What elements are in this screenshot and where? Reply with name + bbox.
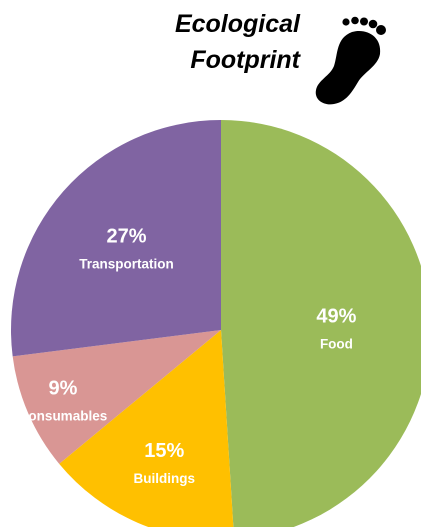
pie-slice-transportation	[10, 120, 221, 357]
pie-slice-consumables	[12, 330, 221, 464]
toe-dot	[376, 25, 386, 35]
slice-category-label-consumables: Consumables	[19, 408, 108, 423]
chart-title: Ecological Footprint	[120, 6, 300, 78]
slice-value-label-transportation: 27%	[106, 226, 146, 248]
pie-slice-food	[221, 120, 421, 527]
toe-dot	[360, 17, 368, 26]
slice-value-label-buildings: 15%	[144, 440, 184, 462]
slice-category-label-transportation: Transportation	[79, 257, 174, 272]
chart-title-line-1: Ecological	[174, 10, 300, 38]
slice-category-label-buildings: Buildings	[134, 471, 196, 486]
pie-slice-buildings	[59, 330, 234, 527]
slice-category-label-food: Food	[320, 336, 353, 351]
toe-dot	[342, 18, 350, 26]
footprint-icon	[315, 16, 386, 105]
chart-title-line-2: Footprint	[190, 46, 300, 74]
sole-shape	[315, 30, 381, 105]
slice-value-label-food: 49%	[316, 305, 356, 327]
toe-dot	[368, 19, 378, 29]
toe-dot	[351, 16, 359, 25]
slice-value-label-consumables: 9%	[49, 377, 78, 399]
